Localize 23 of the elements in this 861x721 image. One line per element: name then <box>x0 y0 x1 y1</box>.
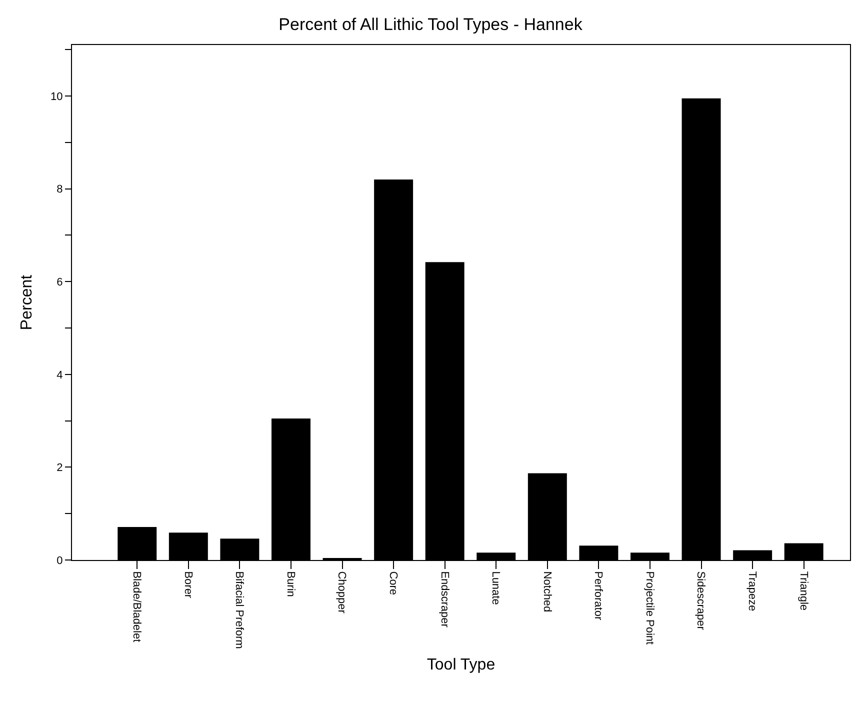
chart-title: Percent of All Lithic Tool Types - Hannek <box>278 14 583 34</box>
x-tick-label: Bifacial Preform <box>233 571 246 649</box>
x-tick-label: Triangle <box>797 571 810 611</box>
x-tick-label: Chopper <box>336 571 348 614</box>
y-tick-label: 4 <box>56 369 63 382</box>
x-tick-label: Burin <box>284 571 296 597</box>
x-axis-title: Tool Type <box>426 656 496 674</box>
x-tick-label: Lunate <box>490 571 502 605</box>
y-tick-label: 0 <box>56 554 63 567</box>
x-tick-label: Notched <box>540 571 553 612</box>
x-tick-label: Projectile Point <box>643 571 656 645</box>
x-tick-label: Blade/Bladelet <box>130 571 143 642</box>
x-tick-label: Perforator <box>592 571 604 620</box>
x-tick-label: Endscraper <box>438 571 450 628</box>
y-axis-title: Percent <box>18 274 36 330</box>
x-tick-label: Core <box>386 571 399 596</box>
x-tick-label: Borer <box>182 571 194 598</box>
y-tick-label: 10 <box>50 90 63 103</box>
x-tick-label: Sidescraper <box>694 571 707 630</box>
y-tick-label: 6 <box>56 276 63 288</box>
y-tick-label: 8 <box>56 184 63 196</box>
x-tick-label: Trapeze <box>746 571 758 612</box>
y-tick-label: 2 <box>56 462 63 474</box>
